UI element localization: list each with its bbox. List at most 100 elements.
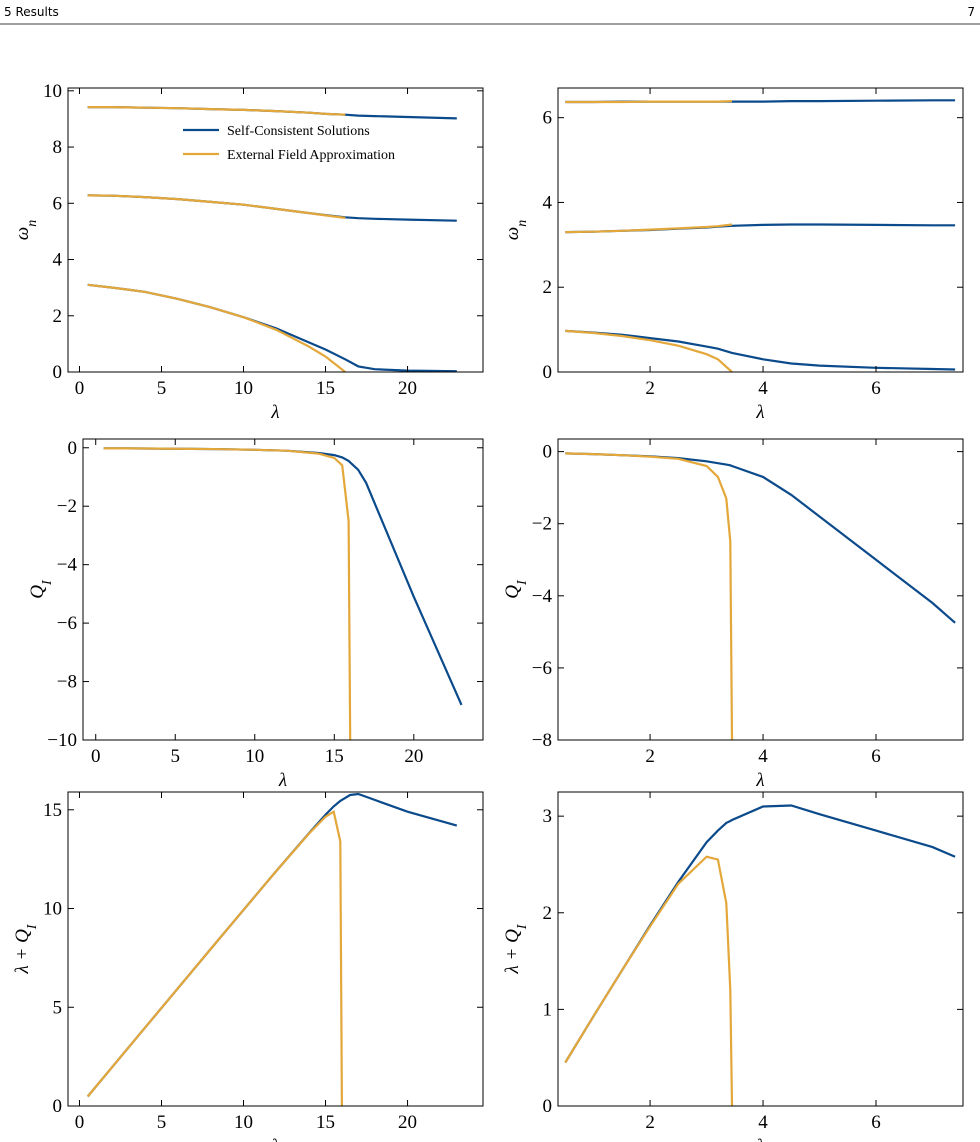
y-axis-label: ωn xyxy=(12,220,40,240)
x-axis-label: λ xyxy=(270,402,279,423)
x-axis-label: λ xyxy=(278,770,287,791)
section-header: 5 Results xyxy=(4,5,59,19)
y-tick-label: 10 xyxy=(43,81,62,102)
x-tick-label: 4 xyxy=(758,378,768,399)
y-tick-label: 0 xyxy=(53,1096,63,1117)
x-tick-label: 0 xyxy=(75,378,85,399)
y-tick-label: 6 xyxy=(53,193,63,214)
y-axis-label-part: λ + Q xyxy=(502,929,523,975)
series-line xyxy=(565,329,956,371)
y-axis-label-part: Q xyxy=(27,585,48,599)
y-tick-label: 2 xyxy=(53,306,63,327)
series-line xyxy=(565,452,956,624)
y-tick-label: −8 xyxy=(532,730,552,751)
y-tick-label: −2 xyxy=(57,496,77,517)
plot-frame xyxy=(67,791,484,1107)
chart: 2 4 6 0 −2 −4 −6 −8 λ QI xyxy=(502,438,964,791)
y-tick-label: −4 xyxy=(57,555,78,576)
plot-frame xyxy=(557,791,964,1107)
x-axis-label: λ xyxy=(755,770,764,791)
series-line xyxy=(565,100,733,104)
x-tick-label: 0 xyxy=(91,746,101,767)
x-tick-label: 4 xyxy=(758,1112,768,1133)
y-tick-label: 3 xyxy=(543,806,553,827)
y-tick-label: 4 xyxy=(543,192,553,213)
x-tick-label: 15 xyxy=(316,1112,335,1133)
x-axis-label: λ xyxy=(270,1136,279,1142)
y-axis-label: λ + QI xyxy=(12,923,40,974)
x-tick-label: 6 xyxy=(871,1112,881,1133)
plot-frame xyxy=(82,438,484,741)
y-tick-label: −2 xyxy=(532,514,552,535)
x-tick-label: 5 xyxy=(170,746,180,767)
y-axis-label: ωn xyxy=(502,220,530,240)
x-tick-label: 2 xyxy=(645,378,655,399)
series-line xyxy=(565,452,734,740)
x-tick-label: 20 xyxy=(404,746,423,767)
y-axis-label-part: I xyxy=(515,579,530,586)
y-tick-label: 2 xyxy=(543,277,553,298)
y-axis-label-part: n xyxy=(25,220,40,227)
x-tick-label: 15 xyxy=(325,746,344,767)
y-tick-label: 15 xyxy=(43,800,62,821)
x-tick-label: 2 xyxy=(645,746,655,767)
x-tick-label: 5 xyxy=(157,1112,167,1133)
x-tick-label: 10 xyxy=(234,378,253,399)
y-axis-label-part: Q xyxy=(502,585,523,599)
y-tick-label: 4 xyxy=(53,250,63,271)
series-line xyxy=(86,792,458,1098)
y-tick-label: 0 xyxy=(53,362,63,383)
x-tick-label: 0 xyxy=(75,1112,85,1133)
plot-frame xyxy=(67,87,484,373)
series-line xyxy=(87,106,346,116)
chart: 0 5 10 15 20 0 −2 −4 −6 −8 −10 λ QI xyxy=(27,438,484,791)
x-tick-label: 6 xyxy=(871,746,881,767)
x-tick-label: 15 xyxy=(316,378,335,399)
series-line xyxy=(564,855,734,1106)
series-line xyxy=(103,447,352,740)
series-line xyxy=(87,194,346,219)
y-tick-label: 5 xyxy=(53,997,63,1018)
chart: 0 5 10 15 20 0 5 10 15 λ λ + QI xyxy=(12,791,484,1142)
y-tick-label: −4 xyxy=(532,586,553,607)
y-axis-label-part: I xyxy=(515,923,530,930)
y-tick-label: 0 xyxy=(68,438,78,459)
y-tick-label: 0 xyxy=(543,362,553,383)
y-axis-label: λ + QI xyxy=(502,923,530,974)
series-line xyxy=(564,804,956,1064)
x-tick-label: 4 xyxy=(758,746,768,767)
y-axis-label-part: ω xyxy=(12,227,33,240)
chart: 2 4 6 0 2 4 6 λ ωn xyxy=(502,87,964,423)
y-tick-label: 0 xyxy=(543,1096,553,1117)
page-number: 7 xyxy=(967,5,975,19)
x-tick-label: 20 xyxy=(398,1112,417,1133)
y-tick-label: −6 xyxy=(57,613,77,634)
legend-label: External Field Approximation xyxy=(227,148,395,163)
series-line xyxy=(87,283,346,372)
y-axis-label-part: ω xyxy=(502,227,523,240)
y-axis-label-part: I xyxy=(40,579,55,586)
series-line xyxy=(103,447,463,706)
y-axis-label: QI xyxy=(502,579,530,599)
x-tick-label: 5 xyxy=(157,378,167,399)
y-axis-label-part: λ + Q xyxy=(12,929,33,975)
y-tick-label: 0 xyxy=(543,442,553,463)
y-axis-label-part: n xyxy=(515,220,530,227)
y-tick-label: 1 xyxy=(543,999,553,1020)
series-line xyxy=(87,106,457,120)
x-tick-label: 10 xyxy=(234,1112,253,1133)
y-tick-label: −6 xyxy=(532,658,552,679)
chart: 2 4 6 0 1 2 3 λ λ + QI xyxy=(502,791,964,1142)
legend-label: Self-Consistent Solutions xyxy=(227,124,370,139)
x-tick-label: 6 xyxy=(871,378,881,399)
plot-frame xyxy=(557,87,964,373)
x-axis-label: λ xyxy=(755,402,764,423)
y-tick-label: −10 xyxy=(47,730,77,751)
y-tick-label: 6 xyxy=(543,108,553,129)
x-tick-label: 20 xyxy=(398,378,417,399)
series-line xyxy=(565,329,733,372)
plot-frame xyxy=(557,438,964,741)
x-tick-label: 2 xyxy=(645,1112,655,1133)
y-axis-label: QI xyxy=(27,579,55,599)
